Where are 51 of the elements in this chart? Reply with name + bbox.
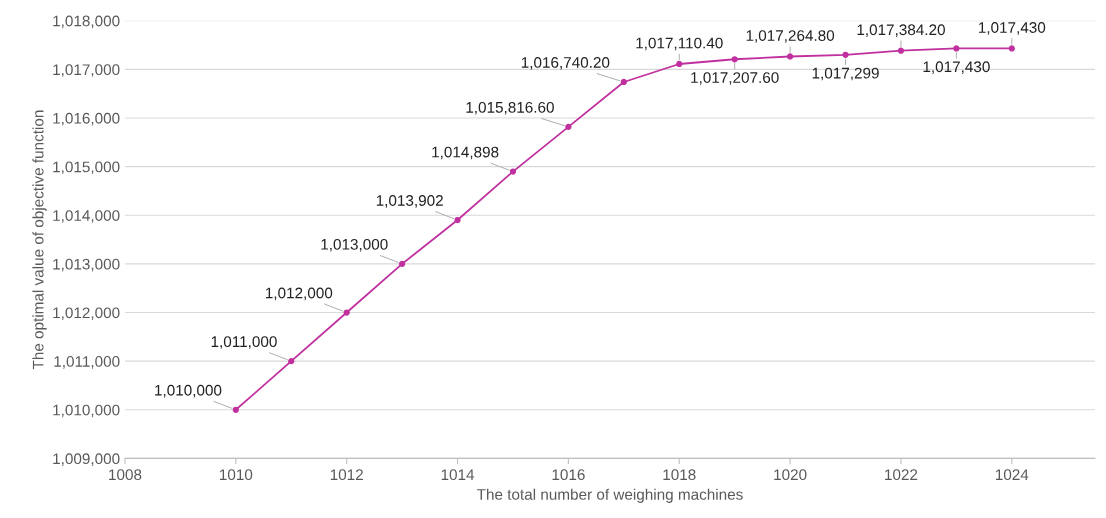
y-tick-label: 1,010,000 [53, 404, 120, 418]
x-tick-label: 1010 [220, 469, 253, 481]
data-label: 1,014,898 [432, 146, 499, 160]
y-axis-title: The optimal value of objective function [32, 110, 47, 370]
point [897, 47, 905, 54]
x-tick-label: 1014 [441, 469, 475, 481]
point [1008, 45, 1015, 52]
data-label: 1,011,000 [211, 336, 277, 349]
point [786, 53, 794, 60]
point [232, 406, 239, 413]
data-label: 1,016,740.20 [521, 57, 610, 70]
y-tick-label: 1,017,000 [53, 64, 120, 77]
data-label: 1,017,207.60 [691, 72, 779, 85]
data-label: 1,017,430 [978, 22, 1046, 35]
data-label: 1,010,000 [155, 384, 222, 398]
y-tick-label: 1,012,000 [53, 307, 120, 321]
y-tick-label: 1,011,000 [54, 356, 120, 369]
x-tick-label: 1018 [663, 469, 696, 481]
x-tick-label: 1012 [330, 469, 363, 481]
point [953, 45, 960, 52]
data-label: 1,013,902 [376, 195, 443, 208]
x-tick-label: 1024 [995, 469, 1029, 481]
x-tick-label: 1008 [109, 469, 142, 481]
data-label: 1,013,000 [321, 238, 388, 252]
x-tick-label: 1016 [552, 469, 585, 481]
point [731, 56, 738, 63]
y-tick-label: 1,018,000 [53, 15, 120, 29]
y-tick-label: 1,009,000 [53, 453, 120, 466]
point [454, 216, 461, 224]
point [509, 168, 517, 175]
y-tick-label: 1,013,000 [53, 258, 120, 272]
point [842, 51, 849, 58]
data-label: 1,017,264.80 [746, 30, 835, 43]
data-label: 1,017,110.40 [636, 37, 723, 51]
point [565, 123, 572, 131]
point [676, 60, 683, 68]
point [288, 358, 295, 365]
point [620, 78, 627, 86]
x-tick-label: 1022 [885, 469, 918, 481]
data-label: 1,017,299 [812, 67, 879, 81]
point [398, 260, 406, 268]
data-label: 1,017,430 [923, 61, 990, 74]
x-axis-title: The total number of weighing machines [476, 488, 743, 503]
x-tick-label: 1020 [774, 469, 807, 481]
point [343, 309, 350, 316]
y-tick-label: 1,016,000 [53, 112, 120, 126]
y-tick-label: 1,014,000 [53, 210, 120, 223]
data-label: 1,017,384.20 [857, 24, 945, 37]
y-tick-label: 1,015,000 [53, 161, 120, 175]
data-label: 1,015,816.60 [466, 101, 554, 115]
data-label: 1,012,000 [266, 287, 333, 301]
